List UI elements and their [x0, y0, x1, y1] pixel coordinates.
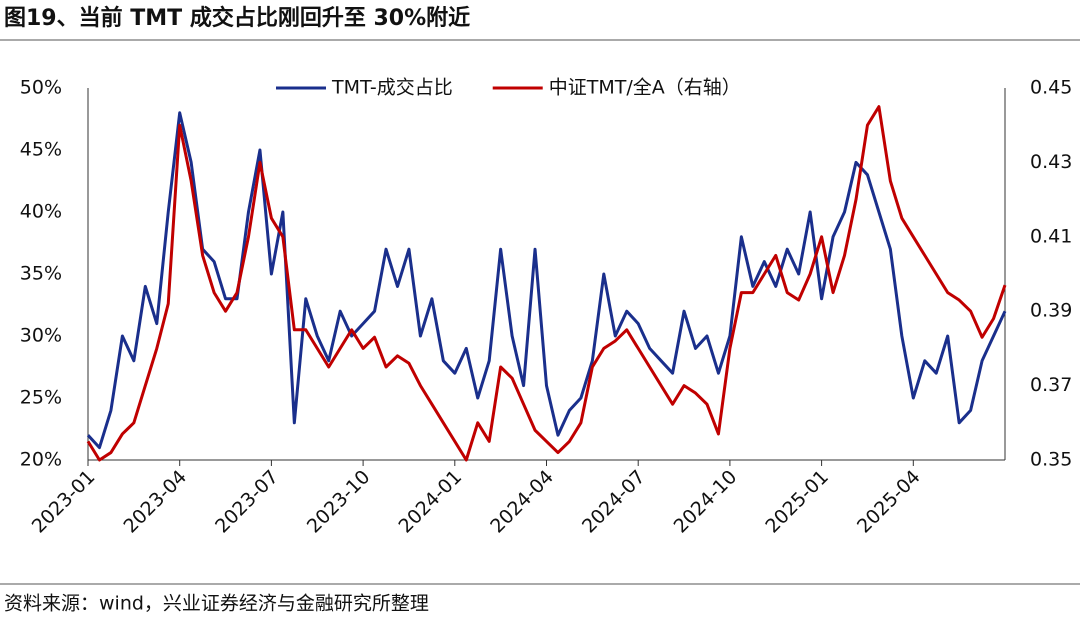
x-tick-label: 2024-01 [395, 466, 467, 538]
y-tick-label: 35% [20, 263, 62, 285]
y2-tick-label: 0.41 [1030, 225, 1072, 247]
chart-title: 图19、当前 TMT 成交占比刚回升至 30%附近 [4, 5, 470, 31]
x-tick-label: 2024-10 [670, 466, 742, 538]
x-tick-label: 2025-01 [761, 466, 833, 538]
y2-tick-label: 0.39 [1030, 300, 1072, 322]
y2-tick-label: 0.37 [1030, 374, 1072, 396]
x-tick-label: 2023-07 [211, 466, 283, 538]
y-tick-label: 50% [20, 77, 62, 99]
legend-label: 中证TMT/全A（右轴） [549, 77, 741, 99]
y-tick-label: 30% [20, 325, 62, 347]
y2-tick-label: 0.45 [1030, 77, 1072, 99]
y-tick-label: 40% [20, 201, 62, 223]
x-tick-label: 2023-04 [119, 466, 191, 538]
x-tick-label: 2025-04 [853, 466, 925, 538]
series-line [86, 111, 1007, 450]
series-line [86, 105, 1007, 462]
x-tick-label: 2024-04 [486, 466, 558, 538]
y2-tick-label: 0.43 [1030, 151, 1072, 173]
y-tick-label: 25% [20, 387, 62, 409]
y2-tick-label: 0.35 [1030, 449, 1072, 471]
x-tick-label: 2024-07 [578, 466, 650, 538]
source-note: 资料来源：wind，兴业证券经济与金融研究所整理 [4, 593, 429, 615]
y-tick-label: 45% [20, 139, 62, 161]
legend-label: TMT-成交占比 [331, 77, 453, 99]
y-tick-label: 20% [20, 449, 62, 471]
x-tick-label: 2023-10 [303, 466, 375, 538]
x-tick-label: 2023-01 [28, 466, 100, 538]
